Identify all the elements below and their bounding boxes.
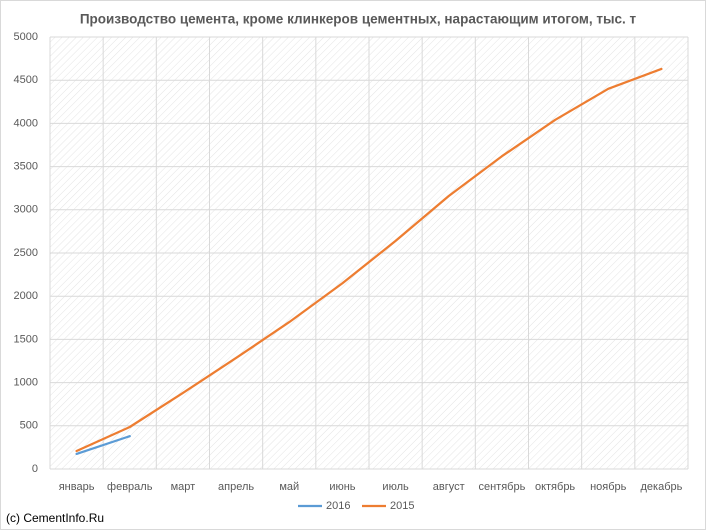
series-line bbox=[75, 435, 131, 456]
y-tick-label: 2000 bbox=[14, 290, 38, 302]
x-tick-label: июль bbox=[382, 481, 409, 493]
x-tick-label: декабрь bbox=[640, 481, 682, 493]
x-tick-label: сентябрь bbox=[478, 481, 525, 493]
x-tick-label: ноябрь bbox=[590, 481, 627, 493]
x-tick-label: февраль bbox=[107, 481, 153, 493]
y-tick-label: 0 bbox=[32, 463, 38, 475]
y-tick-label: 2500 bbox=[14, 247, 38, 259]
series-line bbox=[75, 67, 663, 453]
y-tick-label: 1500 bbox=[14, 333, 38, 345]
y-tick-label: 3000 bbox=[14, 204, 38, 216]
x-tick-label: октябрь bbox=[535, 481, 575, 493]
legend-label: 2016 bbox=[326, 500, 350, 512]
x-tick-label: август bbox=[433, 481, 465, 493]
y-tick-label: 1000 bbox=[14, 377, 38, 389]
chart-title: Производство цемента, кроме клинкеров це… bbox=[80, 12, 637, 27]
x-tick-label: июнь bbox=[329, 481, 355, 493]
y-tick-label: 4500 bbox=[14, 74, 38, 86]
watermark: (c) CementInfo.Ru bbox=[6, 511, 104, 525]
x-tick-label: апрель bbox=[218, 481, 254, 493]
y-tick-label: 500 bbox=[20, 420, 38, 432]
x-tick-label: январь bbox=[59, 481, 95, 493]
legend-label: 2015 bbox=[390, 500, 414, 512]
y-tick-label: 3500 bbox=[14, 161, 38, 173]
y-tick-label: 5000 bbox=[14, 31, 38, 43]
x-tick-label: май bbox=[279, 481, 299, 493]
y-tick-label: 4000 bbox=[14, 117, 38, 129]
x-tick-label: март bbox=[171, 481, 196, 493]
